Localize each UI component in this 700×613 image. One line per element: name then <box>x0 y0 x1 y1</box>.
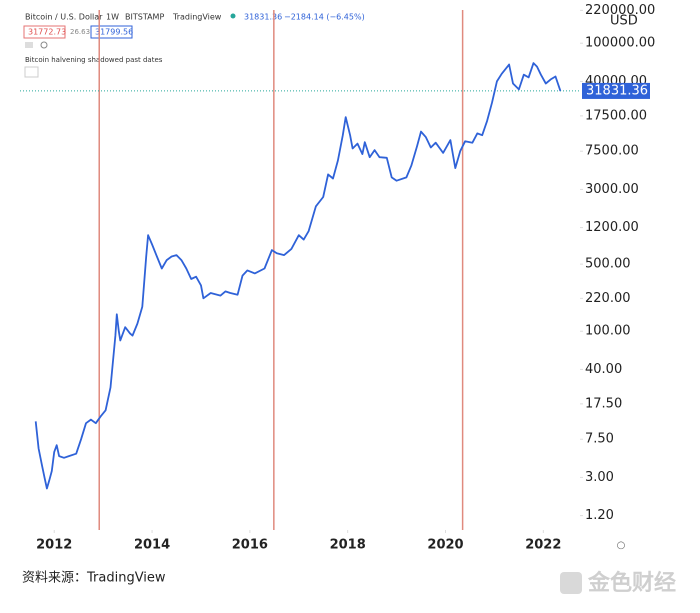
y-tick-label: 1.20 <box>585 508 614 523</box>
x-tick-label: 2018 <box>330 538 366 553</box>
bid-box[interactable] <box>23 25 66 39</box>
y-tick-label: 17500.00 <box>585 108 647 123</box>
settings-icon: ○ <box>617 540 626 551</box>
y-tick-label: 7.50 <box>585 432 614 447</box>
bid: 31772.73 <box>28 28 66 37</box>
interval[interactable]: 1W <box>106 13 119 22</box>
ask-box[interactable] <box>90 25 133 39</box>
y-tick-label: 3000.00 <box>585 182 639 197</box>
exchange: BITSTAMP <box>125 13 164 22</box>
x-tick-label: 2020 <box>427 538 463 553</box>
y-tick-label: 220.00 <box>585 291 631 306</box>
status-dot <box>230 13 236 19</box>
y-tick-label: 40.00 <box>585 362 622 377</box>
change: −2184.14 (−6.45%) <box>284 13 365 22</box>
spread: 26.63 <box>70 28 90 36</box>
chart: 220000.00100000.0040000.0017500.007500.0… <box>20 3 655 553</box>
last-price-label: 31831.36 <box>586 83 648 98</box>
collapse-button[interactable] <box>24 66 39 78</box>
y-tick-label: 220000.00 <box>585 3 655 18</box>
y-tick-label: 500.00 <box>585 257 631 272</box>
logo <box>560 572 582 594</box>
y-tick-label: 100000.00 <box>585 36 655 51</box>
footer-source: 资料来源：TradingView <box>22 571 166 586</box>
y-tick-label: 3.00 <box>585 470 614 485</box>
symbol: Bitcoin / U.S. Dollar <box>25 13 103 22</box>
last-price-box <box>582 82 650 99</box>
currency: USD <box>610 14 638 29</box>
x-tick-label: 2014 <box>134 538 170 553</box>
indicator: Bitcoin halvening shadowed past dates <box>25 56 163 64</box>
price-line <box>34 62 562 490</box>
x-tick-label: 2012 <box>36 538 72 553</box>
price: 31831.36 <box>244 13 282 22</box>
ask: 31799.56 <box>95 28 133 37</box>
y-tick-label: 100.00 <box>585 324 631 339</box>
icon[interactable] <box>25 42 33 48</box>
source: TradingView <box>172 13 222 22</box>
y-tick-label: 1200.00 <box>585 220 639 235</box>
eye-icon[interactable] <box>40 41 48 49</box>
watermark: 金色财经 <box>587 570 676 596</box>
x-tick-label: 2022 <box>525 538 561 553</box>
y-tick-label: 7500.00 <box>585 144 639 159</box>
x-tick-label: 2016 <box>232 538 268 553</box>
y-tick-label: 17.50 <box>585 396 622 411</box>
